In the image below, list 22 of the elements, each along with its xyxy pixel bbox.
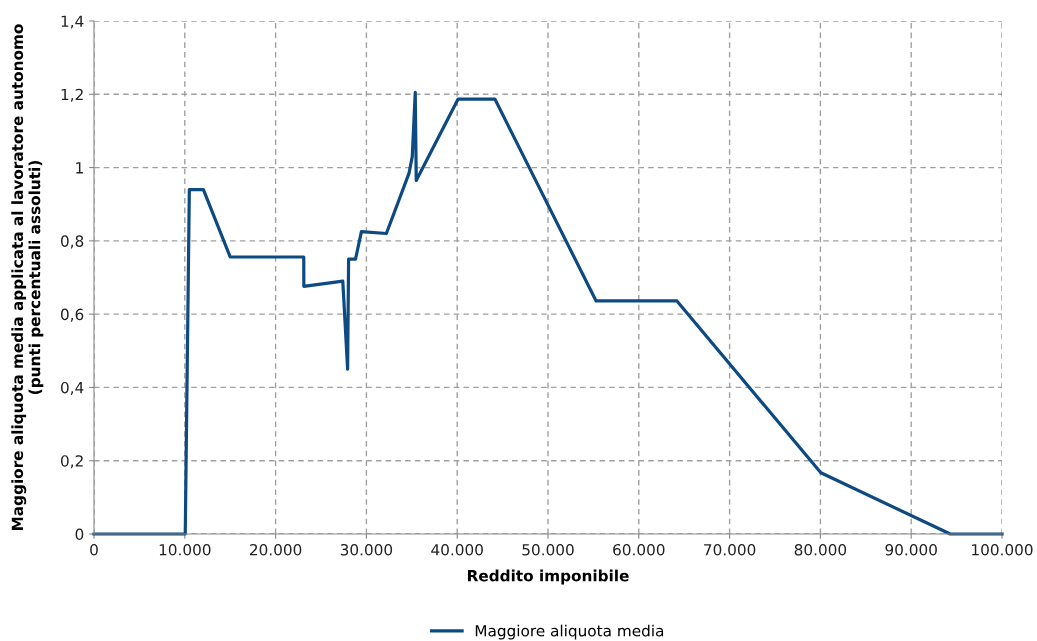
y-tick-label: 0,2: [60, 455, 83, 469]
y-tick-label: 1,2: [61, 88, 83, 102]
x-tick-label: 30.000: [340, 543, 393, 556]
x-tick-label: 90.000: [885, 543, 937, 556]
x-tick-label: 100.000: [972, 543, 1033, 556]
y-tick-label: 0,4: [60, 381, 84, 396]
x-axis-title: Reddito imponibile: [467, 569, 629, 585]
y-tick-label: 0,6: [60, 308, 84, 322]
x-tick-label: 40.000: [431, 543, 483, 556]
x-tick-label: 50.000: [522, 543, 574, 556]
legend-label: Maggiore aliquota media: [475, 624, 664, 640]
x-tick-label: 0: [90, 543, 98, 556]
x-tick-label: 60.000: [613, 543, 665, 556]
x-tick-label: 80.000: [794, 543, 847, 556]
x-tick-label: 70.000: [704, 543, 756, 556]
y-tick-label: 0,8: [60, 235, 84, 249]
y-tick-label: 1,4: [61, 15, 84, 29]
y-tick-label: 1: [76, 162, 83, 174]
y-tick-label: 0: [75, 528, 84, 541]
x-tick-label: 20.000: [249, 543, 302, 556]
y-axis-title: Maggiore aliquota media applicata al lavoratore autonomo (punti percentuali assoluti): [11, 24, 44, 531]
x-tick-label: 10.000: [159, 543, 211, 556]
